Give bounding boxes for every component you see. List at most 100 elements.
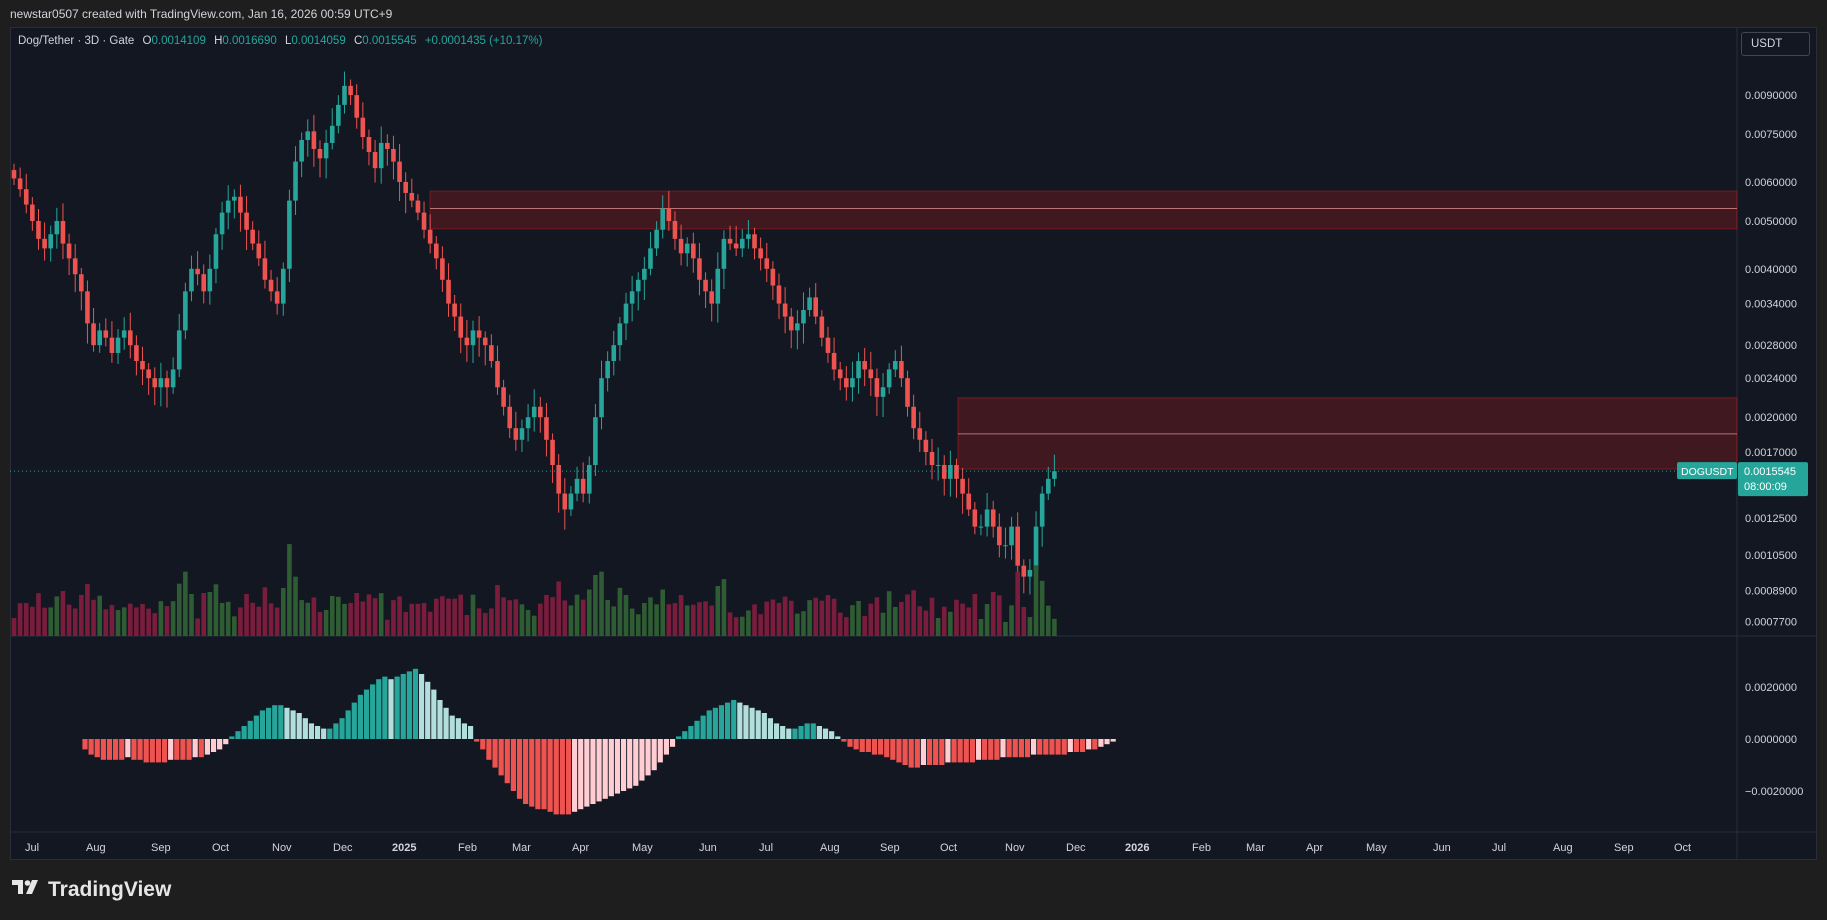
time-tick-label: Dec (1066, 842, 1086, 854)
oscillator-bar (467, 726, 474, 739)
oscillator-bar (871, 739, 878, 755)
candle-body (201, 274, 207, 292)
volume-bar (440, 596, 445, 636)
oscillator-bar (596, 739, 602, 802)
oscillator-bar (975, 739, 982, 760)
oscillator-bar (1055, 739, 1061, 755)
candle-body (360, 117, 366, 138)
volume-bar (684, 605, 690, 636)
time-tick-label: Mar (512, 842, 531, 854)
volume-bar (697, 602, 702, 636)
low-value: 0.0014059 (291, 35, 346, 47)
volume-bar (17, 603, 23, 636)
open-label: O (142, 35, 152, 47)
oscillator-bar (761, 713, 767, 739)
oscillator-bar (682, 731, 688, 739)
oscillator-bar (896, 739, 902, 763)
volume-bar (134, 607, 139, 636)
chart-area[interactable] (10, 27, 1817, 860)
volume-bar (244, 594, 249, 636)
oscillator-bar (376, 679, 382, 739)
low-label: L (284, 35, 292, 47)
volume-bar (48, 607, 54, 636)
volume-bar (354, 593, 360, 636)
oscillator-bar (865, 739, 871, 752)
candle-body (905, 378, 910, 407)
candle-body (158, 378, 164, 388)
price-tick-label: 0.0008900 (1745, 586, 1797, 598)
oscillator-bar (131, 739, 137, 760)
oscillator-bar (608, 739, 614, 797)
candle-body (36, 221, 41, 239)
oscillator-tick-label: −0.0020000 (1745, 786, 1803, 798)
candle-body (48, 234, 54, 249)
volume-bar (948, 611, 953, 636)
candle-body (795, 323, 800, 331)
oscillator-bar (994, 739, 1000, 760)
volume-bar (287, 544, 292, 636)
oscillator-bar (217, 739, 223, 750)
volume-bar (513, 599, 519, 636)
tradingview-brand[interactable]: TradingView (12, 878, 171, 902)
volume-bar (366, 594, 372, 636)
volume-bar (85, 583, 90, 636)
oscillator-bar (498, 739, 504, 776)
oscillator-bar (804, 723, 810, 739)
time-tick-label: Jul (759, 842, 773, 854)
volume-bar (678, 595, 684, 636)
candle-body (329, 125, 335, 143)
volume-bar (397, 596, 402, 636)
oscillator-bar (1049, 739, 1055, 755)
oscillator-bar (504, 739, 510, 784)
candle-body (666, 208, 672, 222)
oscillator-bar (198, 739, 204, 758)
candle-body (721, 238, 727, 269)
currency-selector[interactable]: USDT (1741, 32, 1810, 56)
candle-body (458, 316, 464, 338)
volume-bar (1015, 571, 1020, 636)
candle-body (960, 478, 965, 494)
volume-bar (1039, 580, 1045, 636)
tradingview-logo-icon (12, 878, 42, 902)
oscillator-bar (94, 739, 100, 758)
oscillator-bar (449, 715, 455, 739)
ticker-label: DOGUSDT (1681, 466, 1734, 478)
candle-body (311, 131, 317, 149)
volume-bar (311, 597, 317, 636)
time-tick-label: Nov (272, 842, 292, 854)
volume-bar (482, 613, 488, 636)
candle-body (831, 352, 837, 370)
volume-bar (97, 595, 102, 636)
high-label: H (214, 35, 223, 47)
candle-body (495, 361, 500, 388)
price-chart-svg[interactable]: 0.01100000.00900000.00750000.00600000.00… (0, 0, 1827, 860)
volume-bar (739, 616, 745, 636)
symbol-name[interactable]: Dog/Tether · 3D · Gate (18, 35, 135, 47)
volume-bar (672, 603, 678, 636)
time-tick-label: Jun (1433, 842, 1451, 854)
volume-bar (146, 608, 151, 636)
oscillator-bar (1018, 739, 1024, 758)
candle-body (899, 361, 904, 379)
price-tick-label: 0.0075000 (1745, 129, 1797, 141)
volume-bar (856, 601, 861, 636)
oscillator-bar (510, 739, 516, 791)
volume-bar (611, 606, 617, 636)
oscillator-bar (792, 728, 798, 739)
time-tick-label: Sep (1614, 842, 1634, 854)
oscillator-bar (357, 694, 363, 739)
price-tick-label: 0.0010500 (1745, 550, 1797, 562)
volume-bar (586, 589, 592, 636)
oscillator-bar (425, 681, 431, 739)
volume-bar (1045, 605, 1051, 636)
volume-bar (648, 597, 653, 636)
volume-bar (966, 607, 972, 636)
volume-bar (599, 571, 604, 636)
candle-body (556, 465, 561, 494)
candle-body (874, 378, 880, 397)
volume-bar (580, 599, 586, 636)
candle-body (997, 526, 1002, 546)
volume-bar (825, 595, 831, 636)
volume-bar (635, 614, 641, 636)
volume-bar (807, 600, 812, 636)
